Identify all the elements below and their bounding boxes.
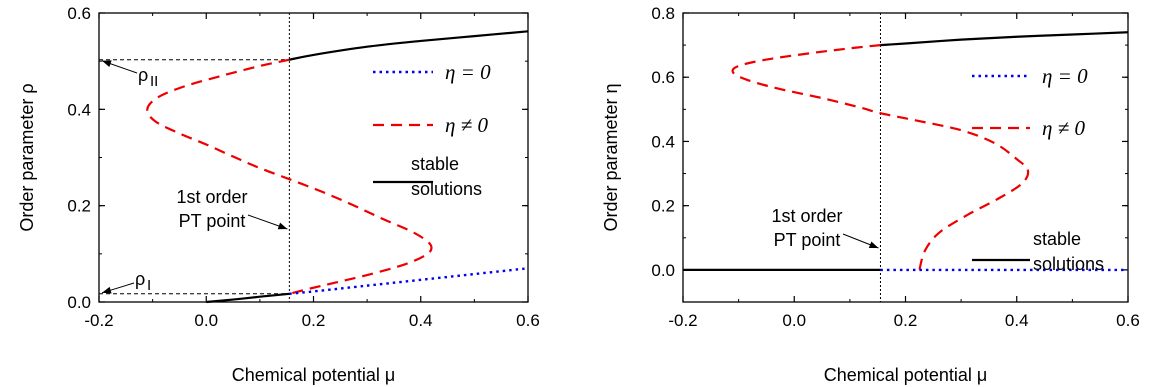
- x-tick-label: 0.6: [516, 311, 540, 330]
- y-tick-label: 0.6: [67, 4, 91, 23]
- x-tick-label: -0.2: [84, 311, 113, 330]
- series-line-stable: [880, 31, 1129, 47]
- rho-I-subscript: I: [147, 277, 151, 294]
- pt-arrow-head: [277, 222, 288, 230]
- pt-annotation-line1: 1st order: [771, 206, 842, 226]
- rho-II-arrow-head: [102, 60, 112, 68]
- x-axis-title: Chemical potential μ: [232, 365, 395, 385]
- x-tick-label: 0.4: [1005, 311, 1029, 330]
- legend-label-eta-zero: η = 0: [1042, 64, 1088, 88]
- x-axis-title: Chemical potential μ: [824, 365, 987, 385]
- y-tick-label: 0.4: [67, 100, 91, 119]
- series-line-eta-nonzero: [731, 44, 1030, 271]
- x-tick-label: 0.0: [782, 311, 806, 330]
- series-line-eta-zero: [289, 267, 529, 296]
- plot-frame: [98, 12, 529, 303]
- series-line-stable: [289, 30, 529, 61]
- y-axis-title: Order parameter η: [601, 83, 621, 231]
- x-tick-label: 0.6: [1116, 311, 1140, 330]
- x-tick-label: -0.2: [668, 311, 697, 330]
- pt-annotation-line1: 1st order: [176, 187, 247, 207]
- rho-II-label: ρ: [138, 65, 148, 85]
- x-tick-label: 0.2: [302, 311, 326, 330]
- legend-label-stable-line1: stable: [1033, 229, 1081, 249]
- legend-label-stable-line2: solutions: [411, 179, 482, 199]
- pt-annotation-line2: PT point: [179, 211, 246, 231]
- x-tick-label: 0.2: [894, 311, 918, 330]
- x-tick-label: 0.4: [409, 311, 433, 330]
- y-tick-label: 0.6: [651, 68, 675, 87]
- pt-annotation-line2: PT point: [774, 230, 841, 250]
- y-axis-title: Order parameter ρ: [17, 83, 37, 231]
- y-tick-label: 0.0: [651, 261, 675, 280]
- chart-eta: -0.2 0.0 0.2 0.4 0.6 0.0 0.2 0.4 0.6 0.8 Chemical …: [601, 4, 1140, 385]
- rho-I-arrow-head: [102, 286, 112, 294]
- y-tick-label: 0.2: [67, 197, 91, 216]
- rho-II-subscript: II: [150, 73, 158, 90]
- legend-label-eta-nonzero: η ≠ 0: [1042, 116, 1085, 140]
- y-tick-label: 0.2: [651, 197, 675, 216]
- y-tick-label: 0.0: [67, 293, 91, 312]
- x-tick-label: 0.0: [194, 311, 218, 330]
- pt-arrow-head: [868, 241, 879, 248]
- series-line-eta-nonzero: [146, 58, 433, 295]
- legend-label-eta-zero: η = 0: [445, 60, 491, 84]
- y-tick-label: 0.8: [651, 4, 675, 23]
- rho-I-label: ρ: [135, 269, 145, 289]
- legend-label-stable-line1: stable: [411, 154, 459, 174]
- y-tick-label: 0.4: [651, 132, 675, 151]
- legend-label-stable-line2: solutions: [1033, 254, 1104, 274]
- series-line-stable: [206, 292, 290, 304]
- legend-label-eta-nonzero: η ≠ 0: [445, 113, 488, 137]
